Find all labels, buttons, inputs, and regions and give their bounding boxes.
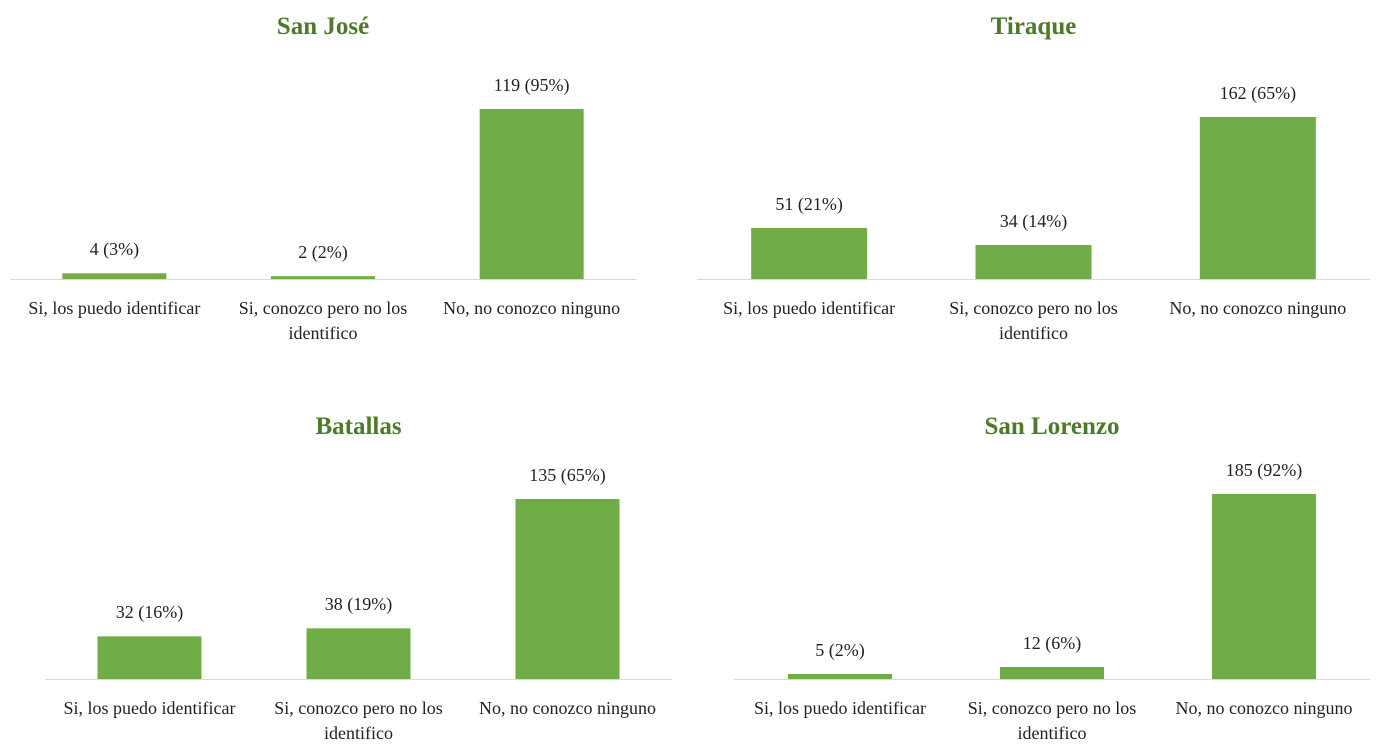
x-tick-label: Si, conozco pero no los identifico: [949, 298, 1118, 343]
bar: [751, 228, 868, 279]
x-tick-label: Si, los puedo identificar: [754, 698, 926, 718]
x-tick-label: Si, conozco pero no los identifico: [967, 698, 1137, 743]
data-label: 38 (19%): [324, 594, 393, 615]
x-tick-label: Si, los puedo identificar: [63, 698, 236, 718]
data-label: 2 (2%): [298, 242, 348, 263]
bar: [1000, 667, 1104, 679]
x-tick-label: No, no conozco ninguno: [479, 698, 656, 718]
bar: [1199, 117, 1316, 279]
bar: [62, 273, 167, 279]
x-tick-label: Si, los puedo identificar: [28, 298, 201, 318]
data-label: 32 (16%): [115, 602, 184, 623]
data-label: 34 (14%): [999, 211, 1068, 231]
bar: [271, 276, 375, 279]
x-tick-label: No, no conozco ninguno: [443, 298, 621, 318]
bar: [97, 636, 202, 679]
data-label: 4 (3%): [89, 239, 140, 260]
data-label: 185 (92%): [1225, 460, 1303, 480]
x-tick-label: Si, conozco pero no los identifico: [274, 698, 443, 743]
chart-title: Tiraque: [990, 13, 1077, 40]
bar: [1212, 494, 1316, 679]
x-tick-label: Si, conozco pero no los identifico: [238, 298, 408, 343]
data-label: 12 (6%): [1022, 633, 1082, 653]
x-tick-label: No, no conozco ninguno: [1175, 698, 1353, 718]
chart-title: Batallas: [315, 413, 402, 440]
chart-title: San Lorenzo: [984, 413, 1120, 440]
bar: [306, 628, 411, 679]
data-label: 162 (65%): [1219, 83, 1297, 103]
x-tick-label: No, no conozco ninguno: [1169, 298, 1347, 318]
data-label: 119 (95%): [493, 75, 570, 95]
chart-title: San José: [276, 13, 370, 40]
x-tick-label: Si, los puedo identificar: [723, 298, 896, 318]
data-label: 135 (65%): [529, 465, 606, 485]
bar: [515, 499, 620, 679]
bar: [975, 245, 1092, 279]
data-label: 5 (2%): [815, 640, 865, 660]
data-label: 51 (21%): [775, 194, 843, 214]
bar: [788, 674, 892, 679]
bar: [479, 109, 584, 279]
